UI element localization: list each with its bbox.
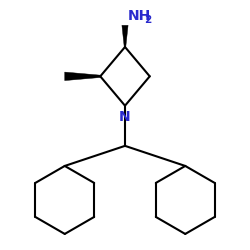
Text: NH: NH (128, 9, 151, 23)
Text: 2: 2 (144, 15, 152, 25)
Text: N: N (119, 110, 131, 124)
Polygon shape (122, 25, 128, 47)
Polygon shape (65, 72, 100, 80)
